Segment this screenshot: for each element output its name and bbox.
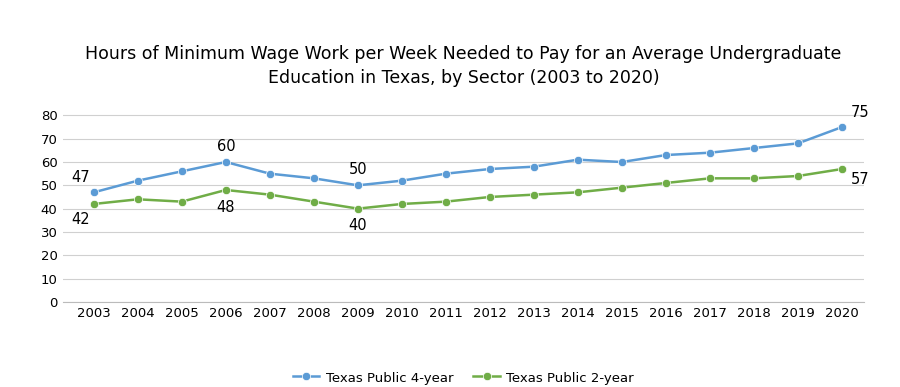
Texas Public 2-year (220, 188, 231, 192)
Texas Public 4-year (793, 141, 804, 146)
Texas Public 2-year (484, 195, 495, 199)
Texas Public 2-year (176, 199, 187, 204)
Texas Public 2-year (528, 192, 539, 197)
Texas Public 2-year (440, 199, 451, 204)
Texas Public 4-year (837, 125, 848, 129)
Texas Public 4-year (176, 169, 187, 174)
Texas Public 4-year (616, 160, 627, 164)
Texas Public 2-year (132, 197, 143, 202)
Title: Hours of Minimum Wage Work per Week Needed to Pay for an Average Undergraduate
E: Hours of Minimum Wage Work per Week Need… (86, 45, 842, 87)
Texas Public 4-year (220, 160, 231, 164)
Text: 50: 50 (348, 162, 367, 177)
Text: 60: 60 (217, 139, 235, 154)
Texas Public 4-year (661, 153, 671, 158)
Line: Texas Public 2-year: Texas Public 2-year (90, 165, 846, 213)
Texas Public 4-year (88, 190, 99, 195)
Texas Public 2-year (793, 174, 804, 178)
Texas Public 4-year (353, 183, 364, 188)
Texas Public 2-year (705, 176, 716, 181)
Texas Public 2-year (837, 167, 848, 171)
Texas Public 2-year (88, 202, 99, 206)
Text: 42: 42 (71, 212, 90, 227)
Texas Public 2-year (397, 202, 408, 206)
Texas Public 4-year (265, 171, 275, 176)
Text: 47: 47 (71, 170, 90, 185)
Texas Public 4-year (572, 158, 583, 162)
Texas Public 2-year (265, 192, 275, 197)
Texas Public 4-year (528, 164, 539, 169)
Texas Public 2-year (749, 176, 760, 181)
Texas Public 4-year (440, 171, 451, 176)
Texas Public 2-year (353, 206, 364, 211)
Text: 40: 40 (348, 218, 367, 233)
Texas Public 4-year (132, 178, 143, 183)
Line: Texas Public 4-year: Texas Public 4-year (90, 123, 846, 197)
Texas Public 4-year (309, 176, 320, 181)
Legend: Texas Public 4-year, Texas Public 2-year: Texas Public 4-year, Texas Public 2-year (288, 366, 639, 387)
Texas Public 2-year (572, 190, 583, 195)
Texas Public 4-year (705, 151, 716, 155)
Texas Public 2-year (661, 181, 671, 185)
Texas Public 2-year (616, 185, 627, 190)
Texas Public 2-year (309, 199, 320, 204)
Text: 48: 48 (217, 200, 235, 215)
Texas Public 4-year (484, 167, 495, 171)
Texas Public 4-year (749, 146, 760, 150)
Text: 75: 75 (850, 105, 869, 120)
Texas Public 4-year (397, 178, 408, 183)
Text: 57: 57 (850, 172, 869, 187)
